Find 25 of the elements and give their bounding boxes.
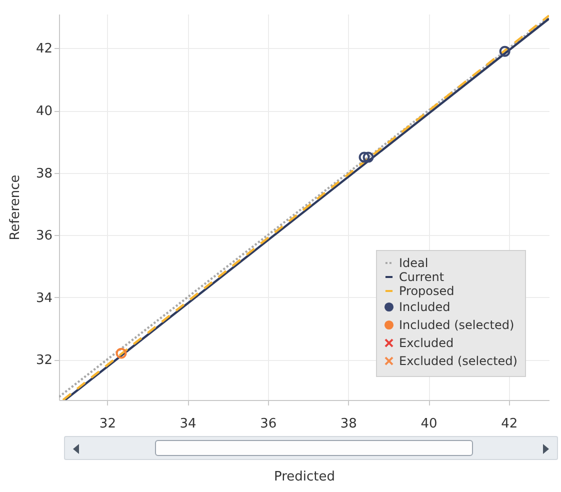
y-tick-label: 34 xyxy=(36,290,52,306)
y-tick-label: 40 xyxy=(36,104,52,119)
y-axis-title: Reference xyxy=(8,174,23,240)
x-tick-label: 38 xyxy=(340,416,357,432)
point xyxy=(499,46,510,57)
y-tick-label: 38 xyxy=(36,166,52,182)
x-tick-label: 36 xyxy=(260,416,277,432)
x-tick-label: 42 xyxy=(501,416,518,432)
x-axis-title: Predicted xyxy=(274,470,336,484)
point xyxy=(362,152,374,163)
point xyxy=(116,348,127,359)
legend-label: Included xyxy=(399,300,450,314)
legend-label: Proposed xyxy=(399,284,454,298)
x-tick-label: 40 xyxy=(420,416,438,432)
legend-label: Included (selected) xyxy=(399,318,514,332)
y-tick-label: 36 xyxy=(36,228,52,244)
x-tick-label: 32 xyxy=(99,416,116,432)
point xyxy=(358,152,370,163)
y-tick-label: 32 xyxy=(36,353,52,368)
y-tick-label: 42 xyxy=(36,42,52,57)
legend-label: Excluded (selected) xyxy=(399,354,518,368)
x-tick-label: 34 xyxy=(180,416,196,432)
legend-label: Ideal xyxy=(399,256,428,270)
legend-label: Excluded xyxy=(399,336,454,350)
legend-label: Current xyxy=(399,270,444,284)
